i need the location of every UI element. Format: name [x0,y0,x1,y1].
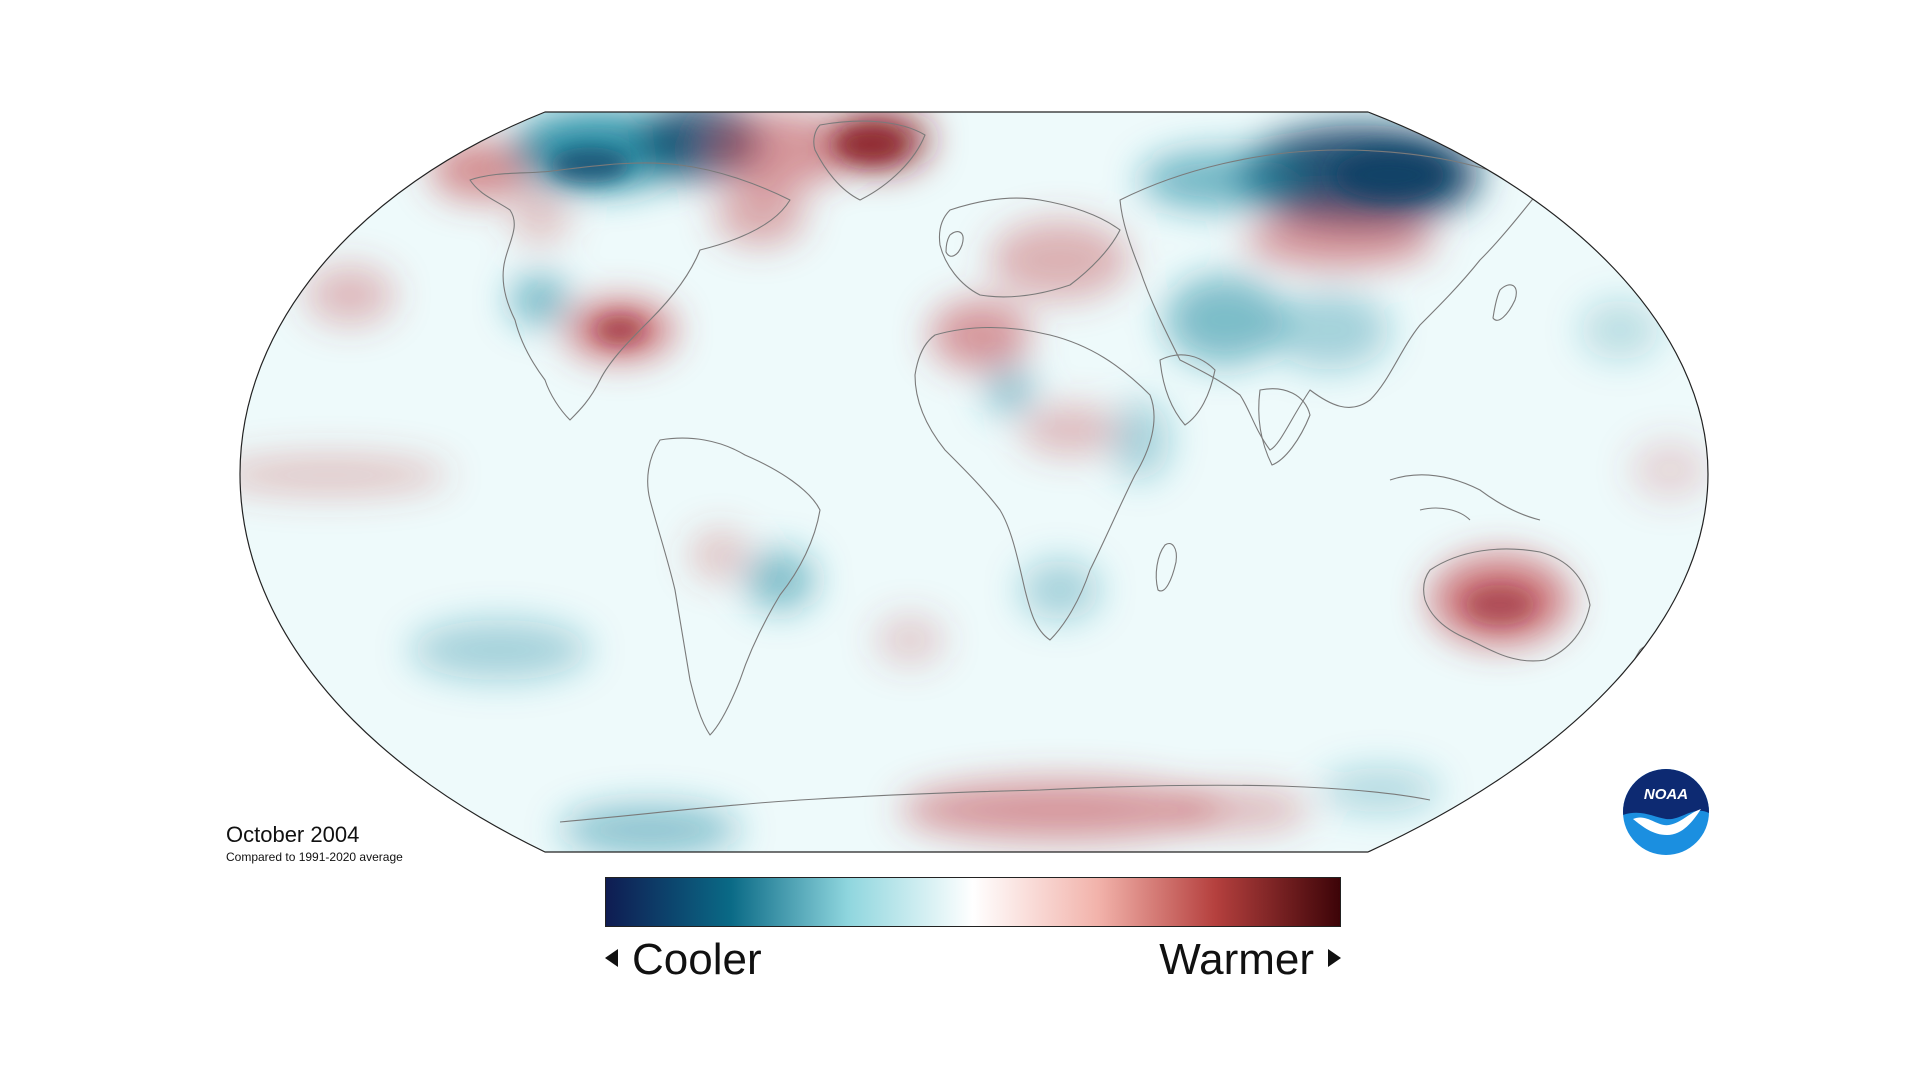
legend-warmer-label: Warmer [1159,935,1314,984]
landmass-outline [647,437,821,736]
anomaly-blob [1465,585,1535,625]
anomaly-blob [1270,290,1390,370]
anomaly-blob [715,185,805,245]
ocean-base [240,112,1708,852]
map-subtitle: Compared to 1991-2020 average [226,850,403,864]
landmass-outline [1155,543,1177,592]
anomaly-blob [900,780,1220,840]
anomaly-blob [1335,150,1445,200]
landmass-outline [1119,149,1541,451]
anomaly-blob [990,220,1130,300]
anomaly-blob [985,365,1035,415]
anomaly-blob [745,550,815,610]
landmass-outline [1492,284,1517,321]
map-border [239,111,1709,853]
anomaly-blob [835,127,905,163]
anomaly-blob [510,275,570,325]
noaa-logo-text: NOAA [1644,786,1688,803]
noaa-logo: NOAA [1623,769,1709,855]
legend-warmer: Warmer [1159,932,1341,988]
anomaly-blob [595,315,645,345]
anomaly-blobs [240,112,1708,852]
anomaly-blob [560,805,740,852]
map-title: October 2004 [226,822,360,847]
anomaly-blob [1020,405,1120,455]
anomaly-blob [875,615,945,665]
anomaly-blob [710,112,850,190]
anomaly-blob [1110,400,1170,480]
anomaly-blob [1140,150,1300,210]
anomaly-blob [930,300,1030,370]
landmass-outline [1423,548,1591,662]
legend-cooler-label: Cooler [632,935,762,984]
anomaly-blob [510,185,570,245]
landmass-outline [945,231,964,257]
landmass-outline [813,120,926,201]
legend-cooler: Cooler [605,932,762,988]
anomaly-blob [305,265,395,325]
landmass-outline [938,197,1121,298]
anomaly-blob [1320,768,1440,812]
anomaly-blob [1020,560,1100,620]
anomaly-blob [1165,275,1285,365]
landmass-outline [559,784,1431,823]
anomaly-blob [410,620,590,680]
arrow-right-icon [1328,949,1341,968]
anomaly-blob [240,455,450,495]
anomaly-blob [1630,440,1708,500]
anomaly-blob [1170,788,1310,832]
temperature-colorbar [605,877,1341,927]
anomaly-blob [1245,212,1435,268]
anomaly-field [240,112,1708,852]
landmass-outline [1159,354,1216,426]
anomaly-blob [690,530,750,580]
anomaly-blob [1580,300,1660,360]
landmass-outline [469,162,791,421]
landmass-outline [1258,388,1311,466]
anomaly-blobs-detail [550,127,1535,625]
landmass-outline [914,327,1155,641]
landmass-outline [1389,474,1541,521]
land-outlines [469,120,1653,823]
landmass-outline [1419,507,1471,521]
arrow-left-icon [605,949,618,968]
anomaly-blob [550,147,630,183]
